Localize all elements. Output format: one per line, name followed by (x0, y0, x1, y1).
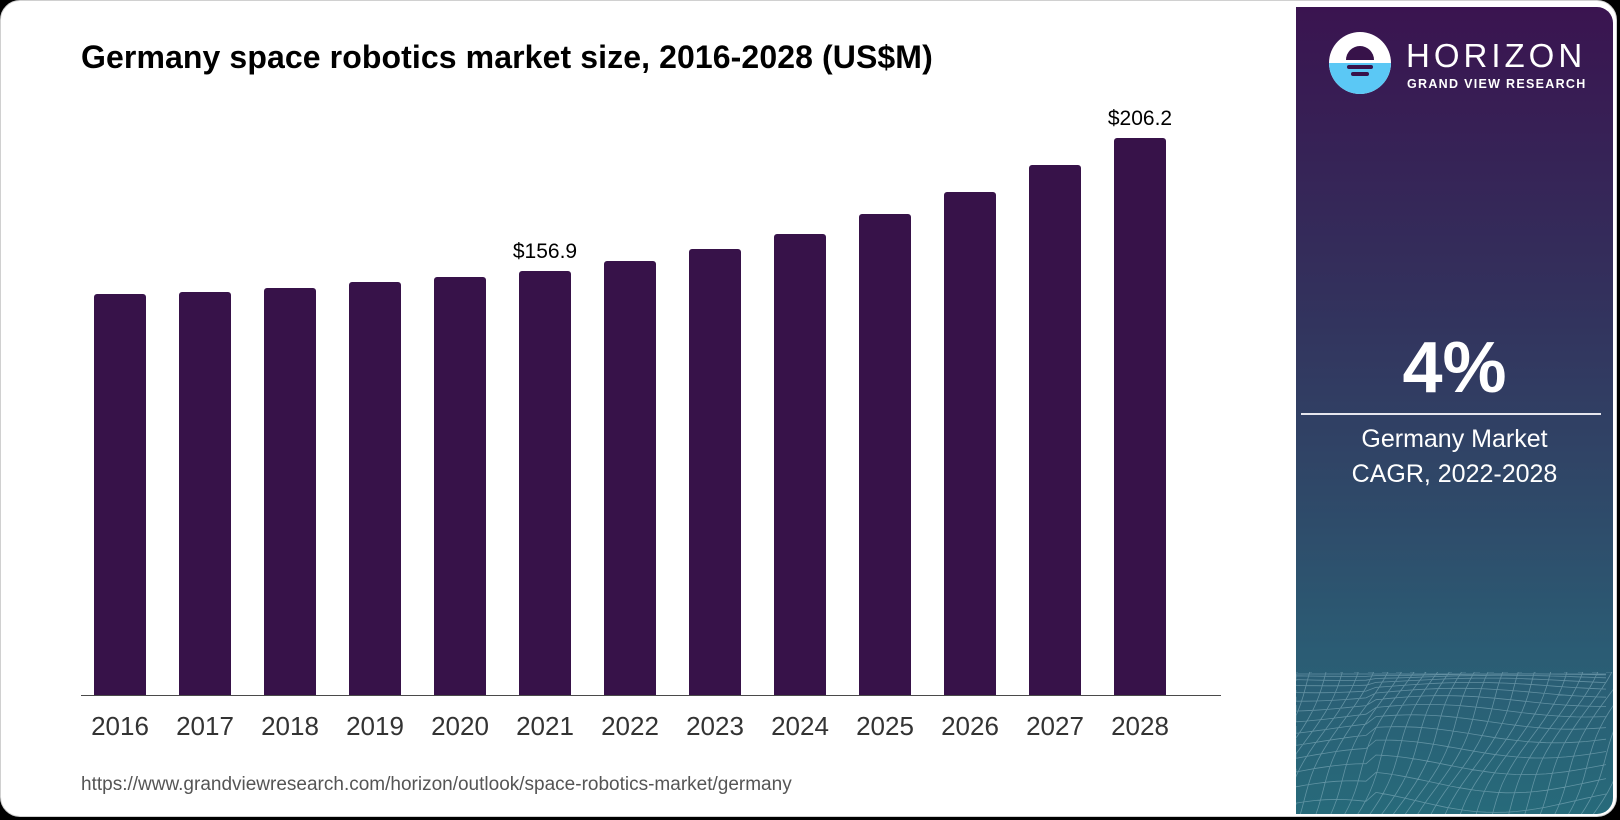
brand-subtitle: GRAND VIEW RESEARCH (1407, 77, 1587, 91)
cagr-divider (1301, 413, 1601, 415)
bar-2022 (604, 261, 656, 695)
bar-2027 (1029, 165, 1081, 695)
x-tick-label: 2021 (516, 711, 574, 741)
bar-2020 (434, 277, 486, 695)
plot-area: 2016 2017 2018 2019 2020 2021 $156.9 2022 2023 20… (81, 91, 1221, 741)
cagr-label-line2: CAGR, 2022-2028 (1351, 460, 1558, 488)
bar-2017 (179, 292, 231, 695)
x-axis-line (81, 695, 1221, 696)
x-tick-label: 2019 (346, 711, 404, 741)
wave-mesh-decoration (1296, 672, 1613, 814)
x-tick-label: 2024 (771, 711, 829, 741)
x-tick-label: 2023 (686, 711, 744, 741)
x-tick-label: 2025 (856, 711, 914, 741)
cagr-label: Germany Market CAGR, 2022-2028 (1296, 422, 1613, 492)
x-tick-label: 2017 (176, 711, 234, 741)
bar-2024 (774, 234, 826, 695)
x-tick-label: 2016 (91, 711, 149, 741)
bar-2025 (859, 214, 911, 695)
bar-2023 (689, 249, 741, 695)
bar-2019 (349, 282, 401, 695)
cagr-label-line1: Germany Market (1361, 425, 1548, 453)
x-tick-label: 2028 (1111, 711, 1169, 741)
horizon-sun-logo-icon (1329, 32, 1391, 94)
source-link[interactable]: https://www.grandviewresearch.com/horizo… (81, 774, 792, 795)
chart-title: Germany space robotics market size, 2016… (81, 39, 933, 75)
cagr-value: 4% (1402, 328, 1507, 408)
bar-2026 (944, 192, 996, 695)
x-tick-label: 2026 (941, 711, 999, 741)
brand-name: HORIZON (1406, 37, 1587, 74)
side-panel: HORIZON GRAND VIEW RESEARCH 4% Germany M… (1296, 7, 1613, 814)
bar-2028 (1114, 138, 1166, 695)
bar-value-label-2021: $156.9 (512, 240, 578, 263)
bar-2018 (264, 288, 316, 695)
bar-value-label-2028: $206.2 (1107, 107, 1173, 130)
x-tick-label: 2022 (601, 711, 659, 741)
x-tick-label: 2027 (1026, 711, 1084, 741)
x-tick-label: 2020 (431, 711, 489, 741)
bar-2016 (94, 294, 146, 695)
bar-2021 (519, 271, 571, 695)
x-tick-label: 2018 (261, 711, 319, 741)
